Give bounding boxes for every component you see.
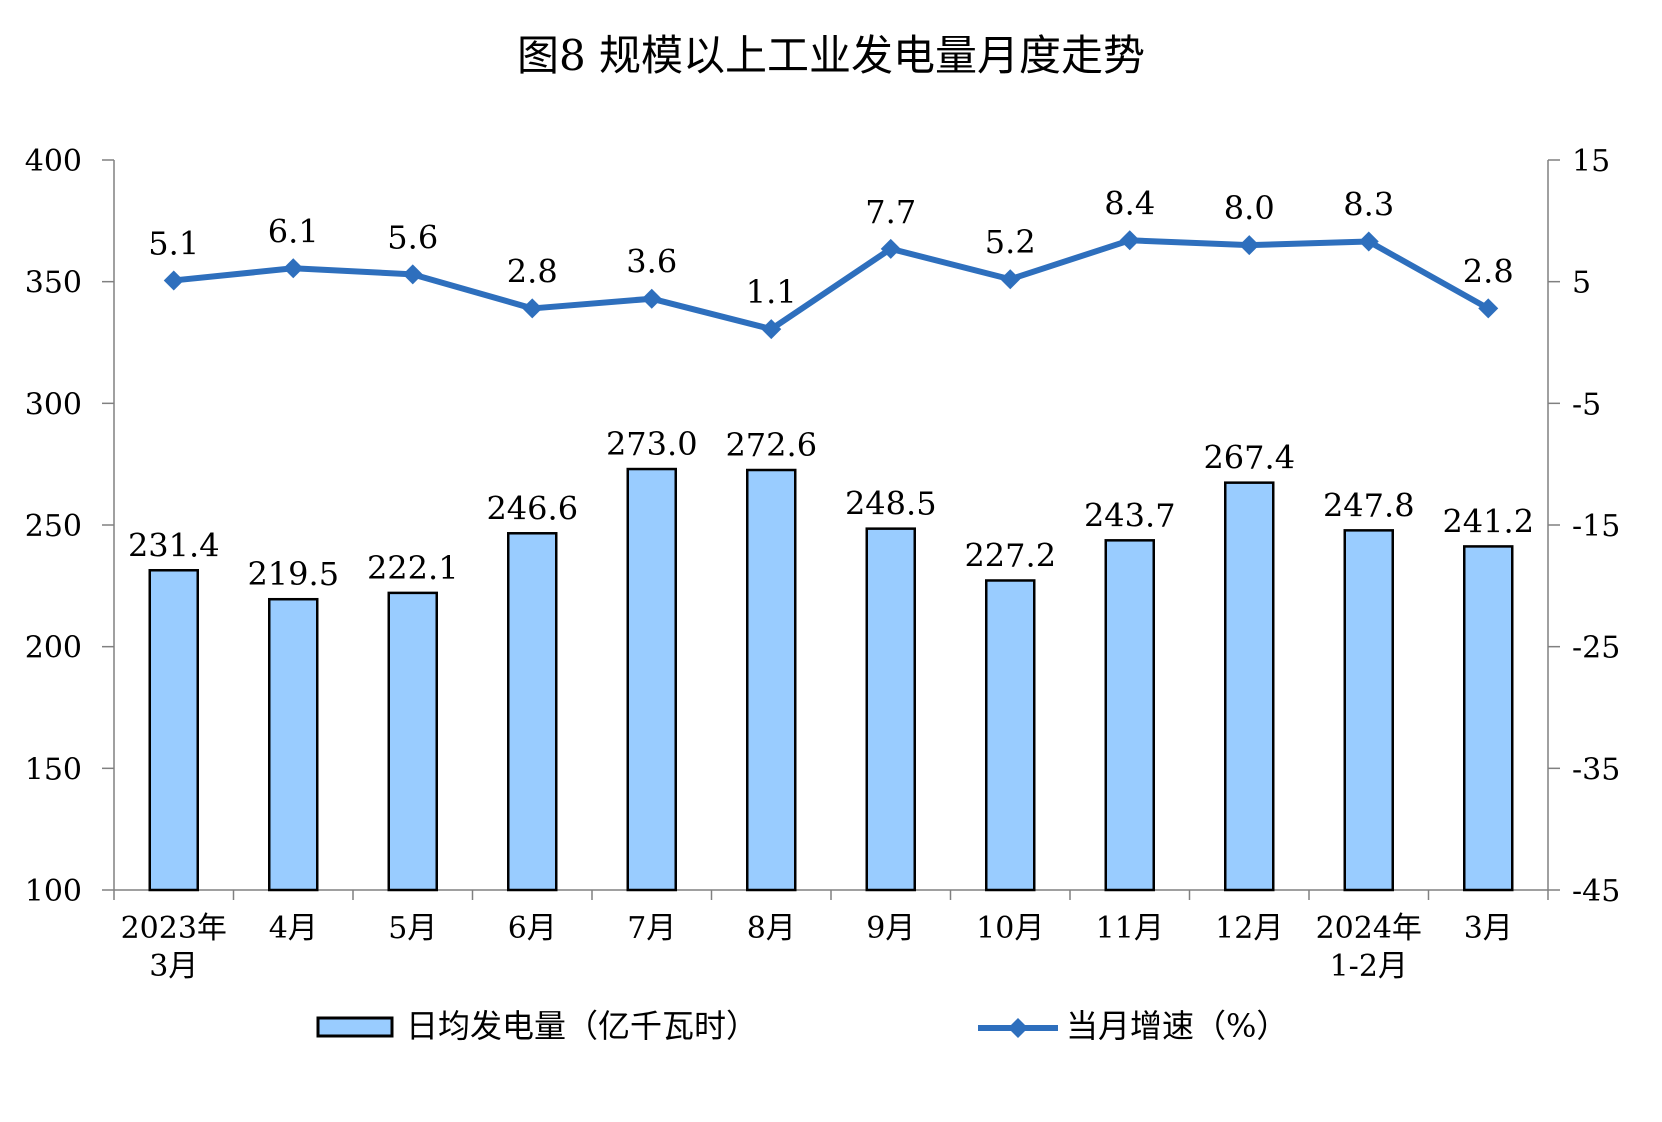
line-data-label: 2.8 [1463,252,1514,290]
x-tick-label: 3月 [1464,911,1513,946]
bar [746,468,797,892]
right-tick-label: -25 [1572,631,1620,666]
diamond-marker [1358,231,1379,252]
legend: 日均发电量（亿千瓦时） 当月增速（%） [316,1007,1288,1045]
line-data-label: 2.8 [507,252,558,290]
right-tick-label: 15 [1572,144,1610,179]
left-tick-label: 300 [25,387,82,422]
line-data-label: 3.6 [626,243,677,281]
line-series [163,230,1499,340]
bar [148,569,199,892]
line-data-label: 5.1 [148,224,199,262]
bar-data-label: 243.7 [1084,496,1176,534]
bar-data-label: 248.5 [845,485,937,523]
line-data-label: 5.2 [985,223,1036,261]
left-tick-label: 400 [25,144,82,179]
diamond-marker [163,270,184,291]
right-tick-label: 5 [1572,266,1591,301]
bar-data-label: 222.1 [367,549,459,587]
line-data-label: 5.6 [387,218,438,256]
legend-line-marker [1008,1018,1028,1038]
x-tick-label: 8月 [747,911,796,946]
left-tick-label: 350 [25,266,82,301]
x-tick-label: 7月 [627,911,676,946]
x-tick-label: 5月 [388,911,437,946]
bar [985,579,1036,892]
bar [1104,539,1155,892]
line-data-label: 8.4 [1104,184,1155,222]
bar-data-labels: 231.4 219.5 222.1 246.6 273.0 272.6 248.5 227.2… [128,425,1534,593]
bar-data-label: 219.5 [247,555,339,593]
line-data-label: 8.3 [1343,186,1394,224]
bar [1343,529,1394,892]
x-tick-label: 3月 [149,949,198,984]
bar [1224,481,1275,892]
x-tick-label: 11月 [1096,911,1164,946]
x-tick-label: 1-2月 [1330,949,1408,984]
axes: 100 150 200 250 300 350 400 -45 -35 -25 -15 -5 5 15 [25,144,1621,909]
bar-data-label: 231.4 [128,526,220,564]
bar-data-label: 246.6 [486,489,578,527]
line-data-label: 7.7 [865,193,916,231]
left-tick-label: 100 [25,874,82,909]
bar-data-label: 241.2 [1442,502,1534,540]
right-tick-label: -35 [1572,752,1620,787]
bar [626,467,677,892]
growth-line [173,237,1490,333]
x-tick-label: 2024年 [1316,911,1422,946]
bar-data-label: 272.6 [725,426,817,464]
legend-bar-swatch [316,1016,394,1038]
left-tick-label: 150 [25,752,82,787]
bar [507,532,558,892]
diamond-marker [1000,269,1021,290]
bar-data-label: 227.2 [964,536,1056,574]
diamond-marker [1239,235,1260,256]
x-tick-label: 2023年 [121,911,227,946]
x-tick-label: 6月 [508,911,557,946]
line-data-label: 1.1 [746,273,797,311]
line-data-label: 8.0 [1224,189,1275,227]
line-data-label: 6.1 [268,212,319,250]
diamond-marker [1478,298,1499,319]
bar [1463,545,1514,892]
left-tick-label: 250 [25,509,82,544]
diamond-marker [402,264,423,285]
legend-line-label: 当月增速（%） [1066,1007,1288,1045]
bar [387,591,438,892]
bar-data-label: 247.8 [1323,486,1415,524]
bar [865,527,916,892]
bar-data-label: 273.0 [606,425,698,463]
x-tick-label: 9月 [866,911,915,946]
x-tick-label: 4月 [269,911,318,946]
diamond-marker [522,298,543,319]
diamond-marker [283,258,304,279]
chart-title: 图8 规模以上工业发电量月度走势 [517,31,1145,80]
x-tick-label: 10月 [976,911,1044,946]
right-tick-label: -15 [1572,509,1620,544]
diamond-marker [1119,230,1140,251]
right-tick-label: -5 [1572,387,1601,422]
left-tick-label: 200 [25,631,82,666]
bar-data-label: 267.4 [1203,439,1295,477]
bar-series [148,467,1514,892]
right-tick-label: -45 [1572,874,1620,909]
line-data-labels: 5.1 6.1 5.6 2.8 3.6 1.1 7.7 5.2 8.4 8.0 8.3 2.8 [148,184,1513,311]
x-tick-label: 12月 [1215,911,1283,946]
legend-bar-label: 日均发电量（亿千瓦时） [406,1007,758,1045]
diamond-marker [880,238,901,259]
diamond-marker [641,288,662,309]
diamond-marker [761,319,782,340]
bar [268,597,319,892]
